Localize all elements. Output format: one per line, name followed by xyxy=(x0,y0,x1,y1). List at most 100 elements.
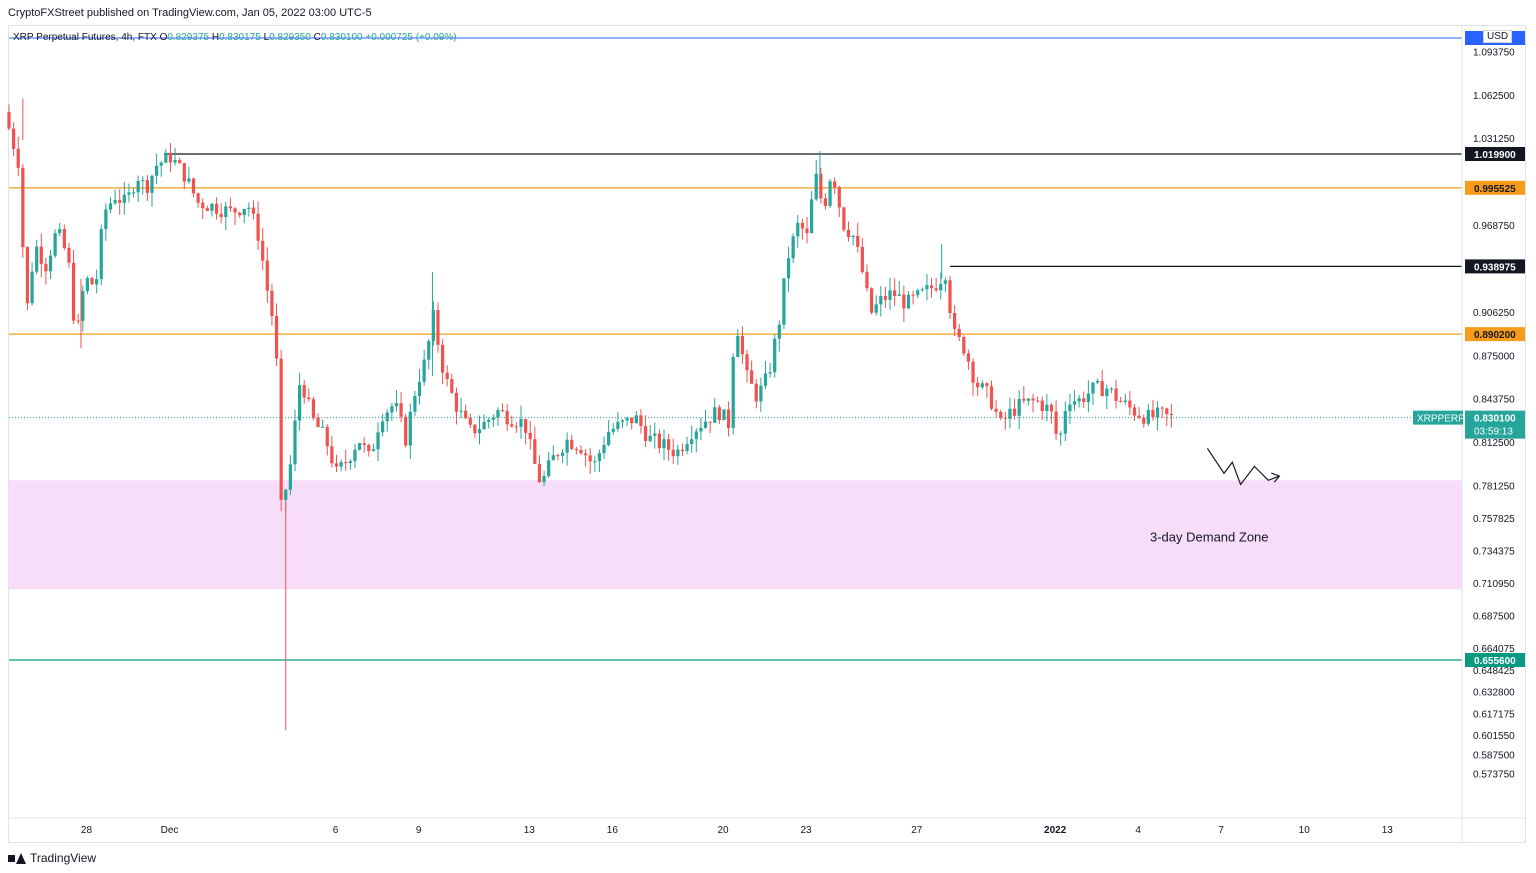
candle-body xyxy=(99,229,103,280)
candle-body xyxy=(85,278,90,292)
candle-body xyxy=(154,165,159,176)
candle-body xyxy=(256,213,260,241)
candle-body xyxy=(1063,411,1067,434)
candle-body xyxy=(643,426,648,442)
level-tag-3 xyxy=(1465,327,1525,342)
forecast-arrow-icon xyxy=(1271,472,1281,483)
candle-body xyxy=(136,180,140,193)
level-tag-label-1: 0.995525 xyxy=(1474,184,1516,195)
time-tick-label: 4 xyxy=(1135,825,1141,836)
candle-body xyxy=(653,433,657,436)
candle-body xyxy=(473,424,477,434)
candle-body xyxy=(371,449,376,452)
last-price-tag xyxy=(1465,410,1525,439)
candle-body xyxy=(168,152,173,163)
price-tick-label: 0.587500 xyxy=(1473,751,1515,762)
candle-body xyxy=(616,421,620,429)
candle-body xyxy=(95,279,99,285)
candle-body xyxy=(44,263,48,272)
price-tick-label: 0.573750 xyxy=(1473,770,1515,781)
candle-body xyxy=(856,235,860,247)
price-tick-label: 0.648425 xyxy=(1473,666,1515,677)
candle-body xyxy=(837,187,841,208)
candle-body xyxy=(108,203,113,210)
price-tick-label: 0.812500 xyxy=(1473,438,1515,449)
candle-body xyxy=(634,415,638,424)
price-tick-label: 0.843750 xyxy=(1473,395,1515,406)
candle-body xyxy=(150,175,154,193)
candle-body xyxy=(367,444,371,452)
candle-body xyxy=(842,207,846,230)
candle-body xyxy=(920,289,924,291)
candle-body xyxy=(145,180,149,193)
legend-close: 0.830100 xyxy=(320,32,363,43)
candle-body xyxy=(1151,409,1155,418)
tradingview-logo-icon xyxy=(8,852,26,864)
candle-body xyxy=(879,296,883,305)
candle-body xyxy=(362,443,366,445)
demand-zone xyxy=(9,480,1462,590)
candle-body xyxy=(334,463,339,467)
candle-body xyxy=(173,159,177,163)
candle-body xyxy=(782,278,786,325)
candle-body xyxy=(307,397,311,400)
legend-open-label: O xyxy=(159,32,168,43)
price-tick-label: 0.664075 xyxy=(1473,644,1515,655)
candle-body xyxy=(630,417,634,424)
candle-body xyxy=(279,358,283,500)
candle-body xyxy=(164,152,168,163)
candle-body xyxy=(71,262,76,321)
candle-body xyxy=(293,420,297,465)
candle-body xyxy=(1109,388,1114,390)
candle-body xyxy=(1003,417,1007,419)
candle-body xyxy=(1077,398,1081,402)
candle-body xyxy=(224,206,228,217)
candle-body xyxy=(288,464,292,490)
candle-body xyxy=(524,418,528,433)
candle-body xyxy=(1054,411,1058,434)
candle-body xyxy=(929,285,934,289)
time-tick-label: 9 xyxy=(416,825,422,836)
candle-body xyxy=(773,338,777,373)
footer-brand-text: TradingView xyxy=(30,851,97,865)
candle-body xyxy=(500,410,505,412)
legend-high: 0.830175 xyxy=(219,32,261,43)
price-tick-label: 0.906250 xyxy=(1473,308,1515,319)
candle-body xyxy=(796,222,800,237)
candle-body xyxy=(906,294,911,309)
candle-body xyxy=(883,296,888,300)
candle-body xyxy=(542,476,546,483)
candle-body xyxy=(214,203,219,214)
legend-low-label: L xyxy=(263,32,270,43)
candle-body xyxy=(81,291,85,322)
candle-body xyxy=(339,462,343,467)
time-tick-label: 7 xyxy=(1218,825,1224,836)
candle-body xyxy=(53,233,57,256)
candle-body xyxy=(869,288,874,313)
candle-body xyxy=(1142,417,1146,424)
candle-body xyxy=(21,167,25,248)
candle-body xyxy=(957,328,961,337)
candle-body xyxy=(713,407,717,423)
candle-body xyxy=(1036,400,1040,402)
candle-body xyxy=(1031,398,1035,401)
last-price-value: 0.830100 xyxy=(1474,414,1516,425)
candle-body xyxy=(943,280,947,284)
time-tick-label: 6 xyxy=(333,825,339,836)
candle-body xyxy=(219,213,223,217)
candle-body xyxy=(468,418,472,425)
candle-body xyxy=(999,411,1003,418)
candle-body xyxy=(39,246,43,264)
candle-body xyxy=(1082,398,1086,403)
candle-body xyxy=(127,192,131,195)
candle-body xyxy=(487,419,491,422)
time-tick-label: 16 xyxy=(607,825,619,836)
candle-body xyxy=(67,247,71,263)
candle-body xyxy=(376,432,380,450)
candle-body xyxy=(809,199,814,234)
currency-button[interactable]: USD xyxy=(1483,30,1513,43)
candle-body xyxy=(390,406,394,413)
candle-body xyxy=(316,417,320,428)
legend-high-label: H xyxy=(211,32,220,43)
